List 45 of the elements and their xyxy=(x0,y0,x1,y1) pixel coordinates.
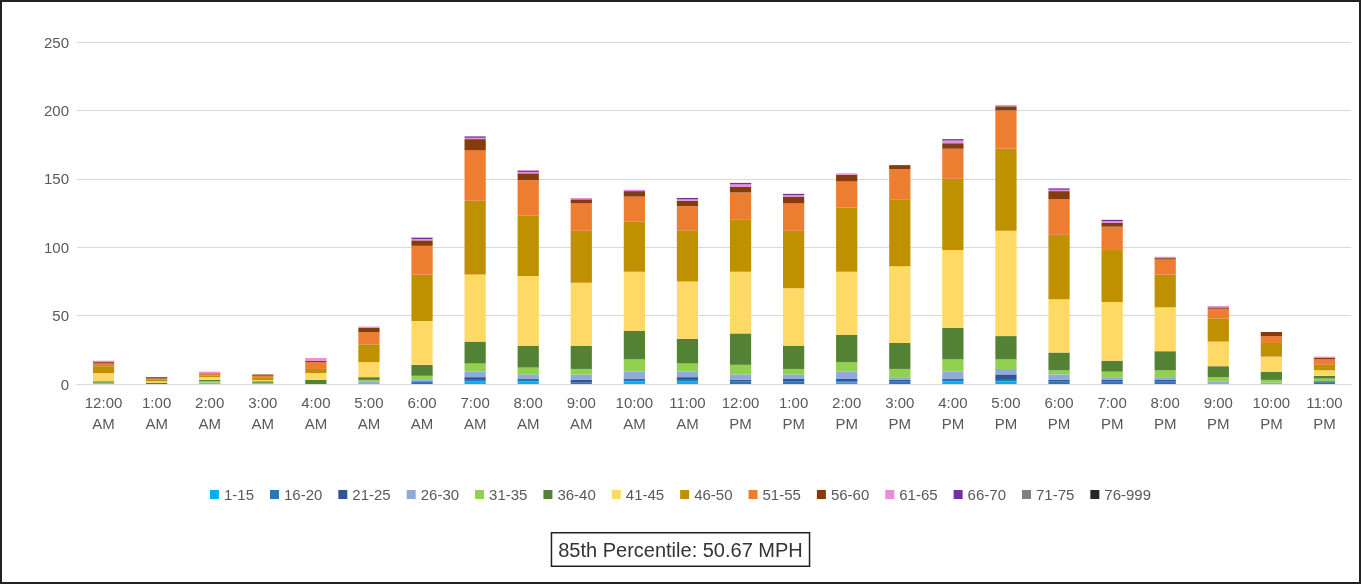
y-tick-label: 150 xyxy=(43,170,69,188)
legend-label: 26-30 xyxy=(420,486,460,503)
legend-label: 61-65 xyxy=(899,486,938,503)
legend-label: 66-70 xyxy=(967,486,1006,503)
x-tick-label: 5:00 AM xyxy=(354,394,384,432)
legend-label: 16-20 xyxy=(283,486,323,503)
x-tick-label: 12:00 AM xyxy=(84,394,123,432)
legend-label: 1-15 xyxy=(223,486,254,503)
x-tick-label: 3:00 AM xyxy=(248,394,278,432)
x-tick-label: 5:00 PM xyxy=(991,394,1021,432)
x-tick-label: 10:00 PM xyxy=(1252,394,1291,432)
x-tick-label: 8:00 PM xyxy=(1150,394,1180,432)
x-tick-label: 4:00 PM xyxy=(938,394,968,432)
legend-label: 51-55 xyxy=(762,486,801,503)
legend-label: 21-25 xyxy=(352,486,391,503)
legend-label: 36-40 xyxy=(557,486,596,503)
legend-label: 31-35 xyxy=(489,486,528,503)
x-tick-label: 11:00 PM xyxy=(1306,394,1343,432)
x-tick-label: 1:00 PM xyxy=(779,394,809,432)
x-tick-label: 6:00 PM xyxy=(1044,394,1074,432)
x-tick-label: 4:00 AM xyxy=(301,394,331,432)
legend-label: 56-60 xyxy=(830,486,870,503)
y-tick-label: 100 xyxy=(43,238,69,256)
x-tick-label: 6:00 AM xyxy=(407,394,437,432)
x-tick-label: 9:00 AM xyxy=(566,394,596,432)
x-tick-label: 1:00 AM xyxy=(142,394,172,432)
x-tick-label: 12:00 PM xyxy=(721,394,760,432)
legend-label: 46-50 xyxy=(694,486,733,503)
x-tick-label: 2:00 AM xyxy=(195,394,225,432)
x-tick-label: 9:00 PM xyxy=(1203,394,1233,432)
x-tick-label: 8:00 AM xyxy=(513,394,543,432)
x-tick-label: 3:00 PM xyxy=(885,394,915,432)
legend-label: 76-999 xyxy=(1104,486,1152,503)
x-tick-label: 7:00 PM xyxy=(1097,394,1127,432)
y-tick-label: 250 xyxy=(43,33,69,51)
y-tick-label: 50 xyxy=(52,307,69,325)
x-tick-label: 2:00 PM xyxy=(832,394,862,432)
text: 85th Percentile: 50.67 MPH xyxy=(558,538,803,561)
y-tick-label: 200 xyxy=(43,101,69,119)
x-tick-label: 7:00 AM xyxy=(460,394,490,432)
y-tick-label: 0 xyxy=(60,375,69,393)
x-tick-label: 11:00 AM xyxy=(669,394,706,432)
legend-label: 41-45 xyxy=(625,486,665,503)
x-tick-label: 10:00 AM xyxy=(615,394,654,432)
legend-label: 71-75 xyxy=(1035,486,1075,503)
